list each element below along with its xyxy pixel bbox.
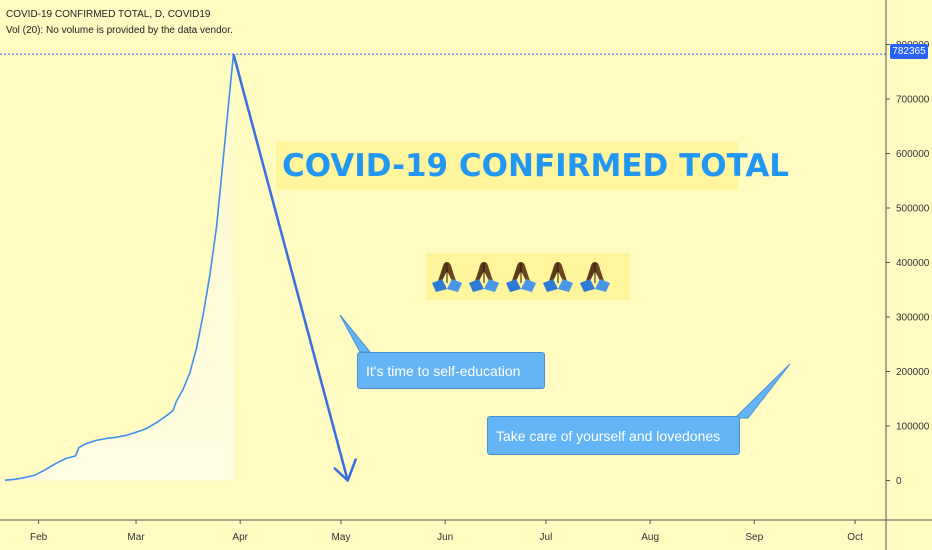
callout-self-education[interactable]: It's time to self-education <box>357 352 545 389</box>
folded-hands-banner[interactable] <box>426 253 630 300</box>
banner-title[interactable]: COVID-19 CONFIRMED TOTAL <box>276 142 789 190</box>
y-tick-label: 400000 <box>896 258 930 269</box>
folded-hands-icon <box>432 262 462 292</box>
x-tick-label: Sep <box>745 532 763 543</box>
series-line <box>4 54 235 481</box>
folded-hands-icon <box>506 262 536 292</box>
y-tick-label: 300000 <box>896 313 930 324</box>
folded-hands-icon <box>580 262 610 292</box>
x-tick-label: Jul <box>540 532 553 543</box>
x-tick-label: Apr <box>232 532 248 543</box>
x-tick-label: May <box>332 532 351 543</box>
last-price-tag: 782365 <box>890 44 928 59</box>
callout-2-tail <box>733 363 791 419</box>
x-tick-label: Mar <box>127 532 145 543</box>
folded-hands-icon <box>543 262 573 292</box>
callout-take-care[interactable]: Take care of yourself and lovedones <box>487 416 740 455</box>
x-tick-label: Feb <box>30 532 48 543</box>
forecast-arrowhead-left <box>333 467 349 482</box>
y-tick-label: 200000 <box>896 367 930 378</box>
volume-note: Vol (20): No volume is provided by the d… <box>6 25 233 36</box>
forecast-arrowhead-right <box>346 458 357 482</box>
callout-1-tail <box>339 314 372 353</box>
y-tick-label: 700000 <box>896 95 930 106</box>
chart-header-title: COVID-19 CONFIRMED TOTAL, D, COVID19 <box>6 9 211 20</box>
folded-hands-icon <box>469 262 499 292</box>
x-tick-label: Oct <box>847 532 863 543</box>
x-tick-label: Jun <box>437 532 453 543</box>
y-tick-label: 100000 <box>896 422 930 433</box>
series-area <box>5 54 234 481</box>
x-tick-label: Aug <box>641 532 659 543</box>
y-tick-label: 600000 <box>896 149 930 160</box>
forecast-arrow-shaft <box>232 53 349 481</box>
y-tick-label: 500000 <box>896 204 930 215</box>
y-tick-label: 0 <box>896 476 902 487</box>
